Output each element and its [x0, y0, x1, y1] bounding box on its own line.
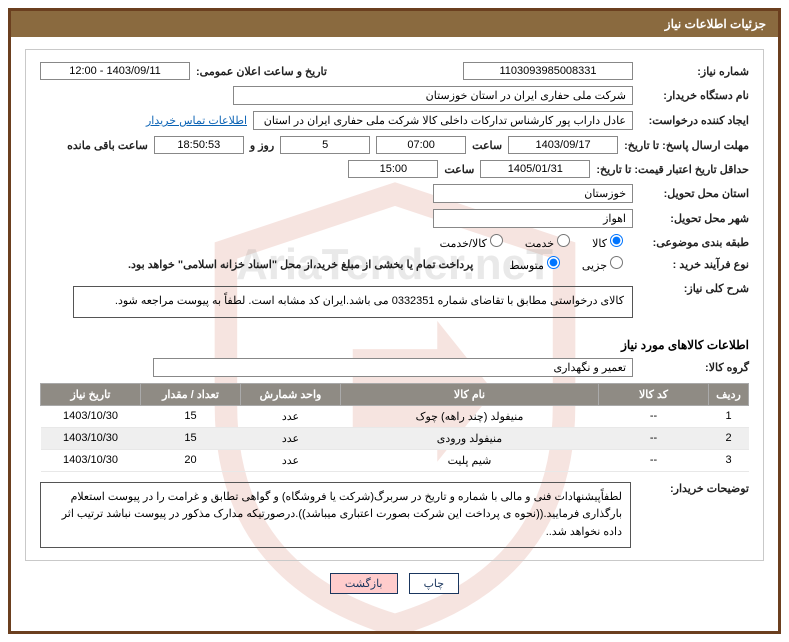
table-cell: --: [599, 449, 709, 471]
row-item-group: گروه کالا: تعمیر و نگهداری: [40, 358, 749, 377]
label-remaining: ساعت باقی مانده: [67, 139, 148, 152]
table-cell: عدد: [241, 427, 341, 449]
row-price-validity: حداقل تاریخ اعتبار قیمت: تا تاریخ: 1405/…: [40, 160, 749, 178]
row-buyer-notes: توضیحات خریدار: لطفاًپیشنهادات فنی و مال…: [40, 482, 749, 549]
table-cell: منیفولد ورودی: [341, 427, 599, 449]
radio-purchase-0[interactable]: [610, 256, 623, 269]
radios-purchase: جزیی متوسط: [497, 256, 633, 272]
label-delivery-province: استان محل تحویل:: [639, 187, 749, 200]
field-remaining-days: 5: [280, 136, 370, 154]
row-overall-desc: شرح کلی نیاز: کالای درخواستی مطابق با تق…: [40, 282, 749, 328]
table-cell: 15: [141, 427, 241, 449]
field-remaining-clock: 18:50:53: [154, 136, 244, 154]
content-area: شماره نیاز: 1103093985008331 تاریخ و ساع…: [11, 37, 778, 602]
table-cell: --: [599, 405, 709, 427]
label-overall-desc: شرح کلی نیاز:: [639, 282, 749, 295]
items-th-3: واحد شمارش: [241, 383, 341, 405]
label-announce-dt: تاریخ و ساعت اعلان عمومی:: [196, 65, 327, 78]
items-body: 1--منیفولد (چند راهه) چوکعدد151403/10/30…: [41, 405, 749, 471]
details-frame: جزئیات اطلاعات نیاز شماره نیاز: 11030939…: [8, 8, 781, 634]
field-need-no: 1103093985008331: [463, 62, 633, 80]
label-buyer-notes: توضیحات خریدار:: [639, 482, 749, 495]
radio-subject-label-1: خدمت: [525, 238, 554, 250]
items-header-row: ردیفکد کالانام کالاواحد شمارشتعداد / مقد…: [41, 383, 749, 405]
field-delivery-province: خوزستان: [433, 184, 633, 203]
field-buyer-org: شرکت ملی حفاری ایران در استان خوزستان: [233, 86, 633, 105]
table-cell: عدد: [241, 405, 341, 427]
label-subject-class: طبقه بندی موضوعی:: [639, 236, 749, 249]
main-panel: شماره نیاز: 1103093985008331 تاریخ و ساع…: [25, 49, 764, 561]
field-response-time: 07:00: [376, 136, 466, 154]
row-delivery-city: شهر محل تحویل: اهواز: [40, 209, 749, 228]
table-cell: عدد: [241, 449, 341, 471]
button-row: چاپ بازگشت: [25, 573, 764, 594]
field-item-group: تعمیر و نگهداری: [153, 358, 633, 377]
radio-purchase-label-1: متوسط: [509, 260, 544, 272]
radio-subject-0[interactable]: [610, 234, 623, 247]
label-buyer-org: نام دستگاه خریدار:: [639, 89, 749, 102]
label-need-no: شماره نیاز:: [639, 65, 749, 78]
label-time-1: ساعت: [472, 139, 502, 152]
radio-purchase-1[interactable]: [547, 256, 560, 269]
table-cell: 20: [141, 449, 241, 471]
table-row: 2--منیفولد ورودیعدد151403/10/30: [41, 427, 749, 449]
field-announce-dt: 1403/09/11 - 12:00: [40, 62, 190, 80]
table-cell: 1403/10/30: [41, 405, 141, 427]
row-buyer-org: نام دستگاه خریدار: شرکت ملی حفاری ایران …: [40, 86, 749, 105]
field-response-date: 1403/09/17: [508, 136, 618, 154]
items-info-title: اطلاعات کالاهای مورد نیاز: [40, 338, 749, 352]
field-delivery-city: اهواز: [433, 209, 633, 228]
row-requester: ایجاد کننده درخواست: عادل داراب پور کارش…: [40, 111, 749, 130]
label-days-and: روز و: [250, 139, 274, 152]
items-th-0: ردیف: [709, 383, 749, 405]
items-th-4: تعداد / مقدار: [141, 383, 241, 405]
row-subject-class: طبقه بندی موضوعی: کالا خدمت کالا/خدمت: [40, 234, 749, 250]
field-price-validity-date: 1405/01/31: [480, 160, 590, 178]
items-th-5: تاریخ نیاز: [41, 383, 141, 405]
row-delivery-province: استان محل تحویل: خوزستان: [40, 184, 749, 203]
items-table: ردیفکد کالانام کالاواحد شمارشتعداد / مقد…: [40, 383, 749, 472]
table-cell: 1403/10/30: [41, 449, 141, 471]
table-cell: منیفولد (چند راهه) چوک: [341, 405, 599, 427]
buyer-notes-box: لطفاًپیشنهادات فنی و مالی با شماره و تار…: [40, 482, 631, 549]
purchase-note: پرداخت تمام یا بخشی از مبلغ خرید،از محل …: [128, 258, 473, 271]
field-price-validity-time: 15:00: [348, 160, 438, 178]
back-button[interactable]: بازگشت: [330, 573, 398, 594]
items-th-1: کد کالا: [599, 383, 709, 405]
print-button[interactable]: چاپ: [409, 573, 460, 594]
items-th-2: نام کالا: [341, 383, 599, 405]
label-item-group: گروه کالا:: [639, 361, 749, 374]
table-cell: 1: [709, 405, 749, 427]
row-response-deadline: مهلت ارسال پاسخ: تا تاریخ: 1403/09/17 سا…: [40, 136, 749, 154]
table-cell: 3: [709, 449, 749, 471]
label-response-deadline: مهلت ارسال پاسخ: تا تاریخ:: [624, 139, 749, 152]
label-price-validity: حداقل تاریخ اعتبار قیمت: تا تاریخ:: [596, 163, 749, 176]
label-purchase-type: نوع فرآیند خرید :: [639, 258, 749, 271]
table-cell: 15: [141, 405, 241, 427]
row-need-no: شماره نیاز: 1103093985008331 تاریخ و ساع…: [40, 62, 749, 80]
table-cell: شیم پلیت: [341, 449, 599, 471]
title-bar: جزئیات اطلاعات نیاز: [11, 11, 778, 37]
radio-subject-label-0: کالا: [592, 238, 607, 250]
table-row: 1--منیفولد (چند راهه) چوکعدد151403/10/30: [41, 405, 749, 427]
table-cell: --: [599, 427, 709, 449]
buyer-contact-link[interactable]: اطلاعات تماس خریدار: [146, 114, 247, 127]
label-requester: ایجاد کننده درخواست:: [639, 114, 749, 127]
radio-purchase-label-0: جزیی: [582, 260, 607, 272]
label-time-2: ساعت: [444, 163, 474, 176]
table-cell: 1403/10/30: [41, 427, 141, 449]
table-row: 3--شیم پلیتعدد201403/10/30: [41, 449, 749, 471]
label-delivery-city: شهر محل تحویل:: [639, 212, 749, 225]
radio-subject-1[interactable]: [557, 234, 570, 247]
table-cell: 2: [709, 427, 749, 449]
overall-desc-box: کالای درخواستی مطابق با تقاضای شماره 033…: [73, 286, 633, 318]
field-requester: عادل داراب پور کارشناس تدارکات داخلی کال…: [253, 111, 633, 130]
row-purchase-type: نوع فرآیند خرید : جزیی متوسط پرداخت تمام …: [40, 256, 749, 272]
radio-subject-2[interactable]: [490, 234, 503, 247]
radios-subject: کالا خدمت کالا/خدمت: [428, 234, 633, 250]
radio-subject-label-2: کالا/خدمت: [440, 238, 487, 250]
